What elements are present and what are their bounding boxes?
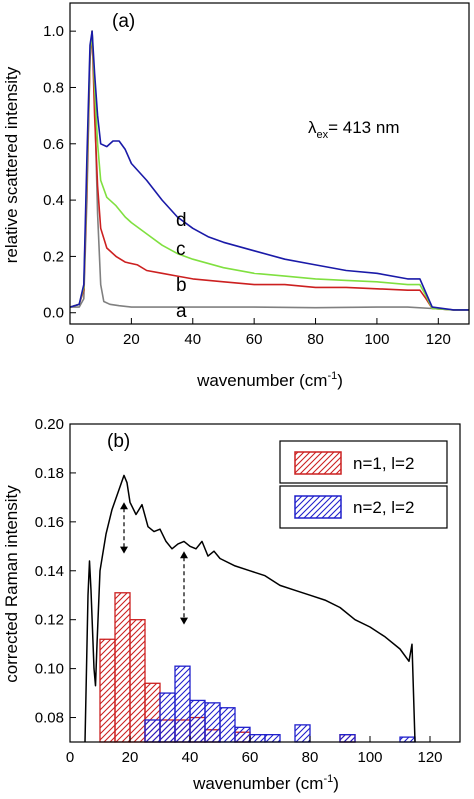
x-tick-label: 40: [182, 749, 199, 766]
x-tick-label: 120: [417, 749, 442, 766]
panel-b-bars: [99, 592, 416, 743]
panel-a-y-axis-label: relative scattered intensity: [2, 66, 21, 263]
x-tick-label: 60: [242, 749, 259, 766]
panel-b-line: [84, 474, 416, 743]
panel-a-label: (a): [112, 11, 135, 32]
x-tick-label: 60: [246, 331, 263, 348]
y-tick-label: 0.12: [35, 612, 64, 629]
panel-b-x-axis-label: wavenumber (cm-1): [192, 773, 339, 793]
legend-swatch-2: [294, 495, 342, 519]
bar-2: [339, 734, 356, 743]
panel-a-frame: [69, 2, 470, 325]
x-tick-label: 80: [307, 331, 324, 348]
series-label-b: b: [176, 275, 187, 296]
x-tick-label: 20: [122, 749, 139, 766]
y-tick-label: 0.2: [43, 248, 64, 265]
series-label-d: d: [176, 210, 187, 231]
bar-2: [294, 724, 311, 743]
y-tick-label: 0.08: [35, 710, 64, 727]
y-tick-label: 1.0: [43, 23, 64, 40]
panel-b-arrows: [120, 502, 188, 625]
bar-1: [129, 619, 146, 743]
x-label-text: wavenumber (cm: [196, 371, 327, 390]
x-tick-label: 0: [66, 749, 74, 766]
annotation-lambda: λ: [308, 118, 317, 137]
y-tick-label: 0.16: [35, 514, 64, 531]
x-label-sup: -1: [323, 773, 333, 785]
bar-1: [114, 592, 131, 743]
bar-2: [204, 702, 221, 743]
panel-b-y-axis-label: corrected Raman intensity: [2, 485, 21, 683]
panel-b-legend: n=1, l=2 n=2, l=2: [279, 440, 448, 529]
bar-2: [159, 692, 176, 743]
series-label-c: c: [176, 239, 186, 260]
bar-2: [399, 736, 416, 743]
x-tick-label: 0: [66, 331, 74, 348]
panel-a-axis-ticks: 0 20 40 60 80 100 120 0.0 0.2 0.4 0.6 0.8 1.0: [43, 23, 451, 348]
x-tick-label: 40: [184, 331, 201, 348]
annotation-value: = 413 nm: [328, 118, 399, 137]
y-tick-label: 0.4: [43, 192, 64, 209]
panel-b-axis-ticks: 0 20 40 60 80 100 120 0.08 0.10 0.12 0.14 0.16 0.18 0…: [35, 416, 443, 766]
panel-b-label: (b): [107, 431, 130, 452]
y-tick-label: 0.18: [35, 465, 64, 482]
x-tick-label: 80: [302, 749, 319, 766]
x-label-sup: -1: [327, 370, 337, 382]
series-line-a: [70, 30, 469, 311]
panel-a-x-axis-label: wavenumber (cm-1): [196, 370, 343, 390]
panel-a-annotation: λex= 413 nm: [308, 118, 399, 141]
panel-b-frame: [69, 423, 461, 743]
y-tick-label: 0.0: [43, 305, 64, 322]
series-line-b: [69, 30, 469, 311]
series-line-d: [69, 30, 469, 311]
annotation-sub: ex: [317, 129, 329, 141]
series-label-a: a: [176, 301, 187, 322]
bar-2: [234, 726, 251, 743]
bar-2: [249, 734, 266, 743]
x-label-text: wavenumber (cm: [192, 774, 323, 793]
x-tick-label: 20: [123, 331, 140, 348]
x-label-end: ): [333, 774, 339, 793]
x-tick-label: 100: [364, 331, 389, 348]
dashed-arrow: [180, 551, 188, 625]
y-tick-label: 0.10: [35, 661, 64, 678]
dashed-arrow: [120, 502, 128, 554]
x-tick-label: 120: [426, 331, 451, 348]
series-line-c: [69, 30, 469, 311]
y-tick-label: 0.20: [35, 416, 64, 433]
y-tick-label: 0.8: [43, 79, 64, 96]
panel-b-chart: 0 20 40 60 80 100 120 0.08 0.10 0.12 0.14 0.16 0.18 0…: [2, 416, 461, 793]
bar-2: [219, 707, 236, 743]
bar-1: [99, 638, 116, 743]
bar-2: [174, 665, 191, 743]
legend-swatch-1: [294, 451, 342, 475]
bar-2: [264, 734, 281, 743]
x-label-end: ): [337, 371, 343, 390]
bar-2: [189, 699, 206, 743]
y-tick-label: 0.6: [43, 136, 64, 153]
x-tick-label: 100: [357, 749, 382, 766]
legend-label-1: n=1, l=2: [353, 454, 414, 473]
legend-label-2: n=2, l=2: [353, 498, 414, 517]
raman-line: [84, 474, 416, 743]
bar-2: [144, 719, 161, 743]
y-tick-label: 0.14: [35, 563, 64, 580]
